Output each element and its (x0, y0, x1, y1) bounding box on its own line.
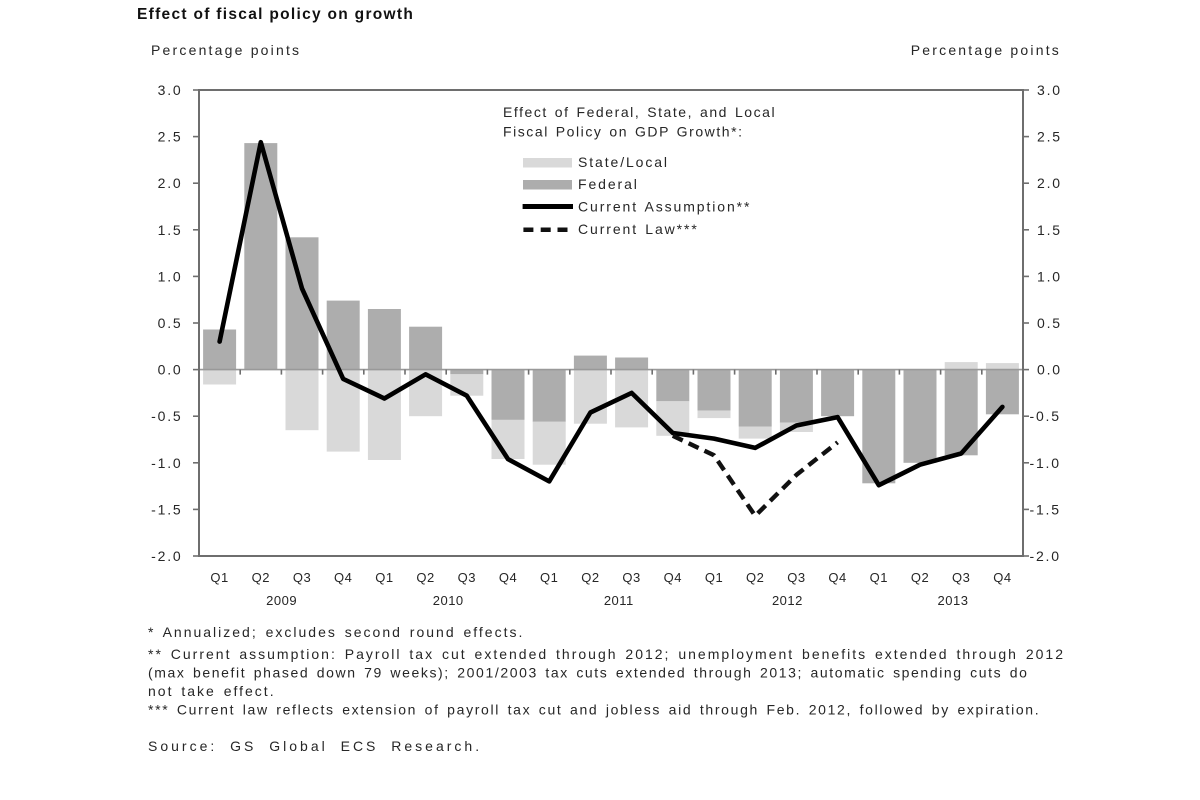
svg-text:Q2: Q2 (911, 570, 929, 585)
svg-text:Q4: Q4 (993, 570, 1011, 585)
svg-text:Federal: Federal (578, 176, 639, 192)
svg-text:(max benefit phased down 79 we: (max benefit phased down 79 weeks); 2001… (148, 665, 1029, 681)
svg-text:2010: 2010 (433, 593, 464, 608)
svg-text:Q4: Q4 (334, 570, 352, 585)
svg-text:Q2: Q2 (416, 570, 434, 585)
svg-text:3.0: 3.0 (1037, 82, 1062, 98)
svg-text:Q1: Q1 (210, 570, 228, 585)
svg-text:Q3: Q3 (622, 570, 640, 585)
svg-text:Q2: Q2 (252, 570, 270, 585)
svg-text:Effect of fiscal policy on gro: Effect of fiscal policy on growth (137, 6, 414, 23)
svg-text:2.5: 2.5 (158, 129, 183, 145)
svg-text:Current Assumption**: Current Assumption** (578, 199, 751, 215)
svg-text:Q2: Q2 (746, 570, 764, 585)
svg-text:Q3: Q3 (787, 570, 805, 585)
svg-text:-0.5: -0.5 (1030, 408, 1061, 424)
svg-text:2.0: 2.0 (158, 175, 183, 191)
svg-text:Q2: Q2 (581, 570, 599, 585)
svg-text:0.0: 0.0 (158, 362, 183, 378)
svg-text:Percentage points: Percentage points (151, 42, 301, 58)
svg-text:1.0: 1.0 (158, 268, 183, 284)
svg-text:1.5: 1.5 (1037, 222, 1062, 238)
svg-text:0.0: 0.0 (1037, 362, 1062, 378)
svg-text:Q4: Q4 (664, 570, 682, 585)
svg-text:2011: 2011 (604, 593, 634, 608)
svg-text:Q3: Q3 (293, 570, 311, 585)
svg-text:1.0: 1.0 (1037, 268, 1062, 284)
svg-text:Q1: Q1 (705, 570, 723, 585)
svg-text:-2.0: -2.0 (1030, 548, 1061, 564)
svg-text:Q1: Q1 (540, 570, 558, 585)
svg-text:2012: 2012 (772, 593, 803, 608)
svg-text:Q4: Q4 (828, 570, 846, 585)
svg-text:not take effect.: not take effect. (148, 683, 276, 699)
svg-text:-2.0: -2.0 (151, 548, 182, 564)
svg-text:-1.0: -1.0 (151, 455, 182, 471)
svg-text:Q3: Q3 (952, 570, 970, 585)
svg-text:2009: 2009 (266, 593, 297, 608)
svg-text:Effect of Federal, State, and: Effect of Federal, State, and Local (503, 104, 776, 120)
svg-text:Q1: Q1 (375, 570, 393, 585)
svg-text:* Annualized; excludes second: * Annualized; excludes second round effe… (148, 624, 524, 640)
svg-text:2013: 2013 (938, 593, 969, 608)
svg-text:2.0: 2.0 (1037, 175, 1062, 191)
svg-text:Source: GS Global ECS Research: Source: GS Global ECS Research. (148, 738, 482, 754)
svg-text:Q3: Q3 (458, 570, 476, 585)
svg-text:-1.0: -1.0 (1030, 455, 1061, 471)
svg-text:-1.5: -1.5 (151, 501, 182, 517)
svg-text:Percentage points: Percentage points (911, 42, 1061, 58)
svg-text:0.5: 0.5 (1037, 315, 1062, 331)
svg-text:** Current assumption: Payroll: ** Current assumption: Payroll tax cut e… (148, 646, 1065, 662)
svg-text:-0.5: -0.5 (151, 408, 182, 424)
svg-text:3.0: 3.0 (158, 82, 183, 98)
svg-text:0.5: 0.5 (158, 315, 183, 331)
svg-text:Q4: Q4 (499, 570, 517, 585)
svg-text:Q1: Q1 (870, 570, 888, 585)
svg-text:Current Law***: Current Law*** (578, 221, 699, 237)
svg-text:1.5: 1.5 (158, 222, 183, 238)
svg-text:*** Current law reflects exten: *** Current law reflects extension of pa… (148, 702, 1040, 718)
svg-text:-1.5: -1.5 (1030, 501, 1061, 517)
svg-text:State/Local: State/Local (578, 154, 669, 170)
svg-text:Fiscal Policy on GDP Growth*:: Fiscal Policy on GDP Growth*: (503, 124, 744, 140)
svg-text:2.5: 2.5 (1037, 129, 1062, 145)
